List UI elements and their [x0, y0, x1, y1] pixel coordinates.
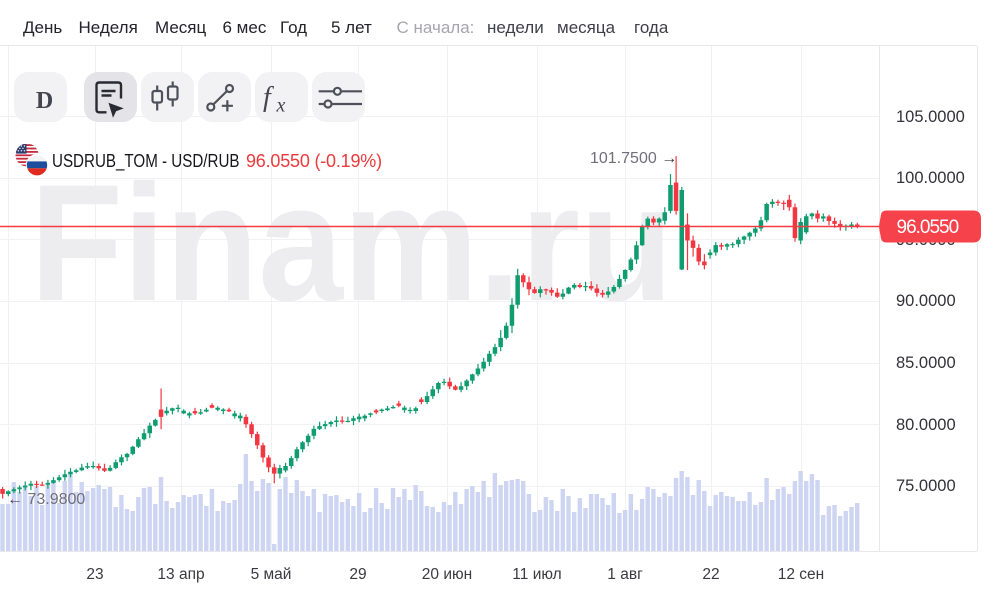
svg-text:80.0000: 80.0000	[896, 416, 956, 434]
svg-text:100.0000: 100.0000	[896, 169, 965, 187]
svg-text:← 73.9800: ← 73.9800	[7, 491, 85, 508]
svg-text:x: x	[276, 95, 286, 117]
svg-text:20 июн: 20 июн	[422, 566, 472, 583]
svg-text:29: 29	[349, 566, 366, 583]
svg-text:96.0550: 96.0550	[897, 217, 959, 238]
svg-text:75.0000: 75.0000	[896, 477, 956, 495]
svg-text:1 авг: 1 авг	[607, 566, 643, 583]
svg-text:90.0000: 90.0000	[896, 292, 956, 310]
svg-text:Finam.ru: Finam.ru	[30, 151, 673, 336]
svg-text:5 май: 5 май	[251, 566, 292, 583]
svg-text:11 июл: 11 июл	[512, 566, 561, 583]
svg-text:13 апр: 13 апр	[157, 566, 204, 583]
svg-text:12 сен: 12 сен	[778, 566, 824, 583]
svg-text:105.0000: 105.0000	[896, 108, 965, 126]
svg-text:85.0000: 85.0000	[896, 354, 956, 372]
svg-text:22: 22	[702, 566, 719, 583]
svg-text:f: f	[263, 82, 274, 113]
svg-text:23: 23	[86, 566, 103, 583]
svg-text:D: D	[36, 88, 53, 114]
svg-text:101.7500 →: 101.7500 →	[590, 150, 677, 167]
